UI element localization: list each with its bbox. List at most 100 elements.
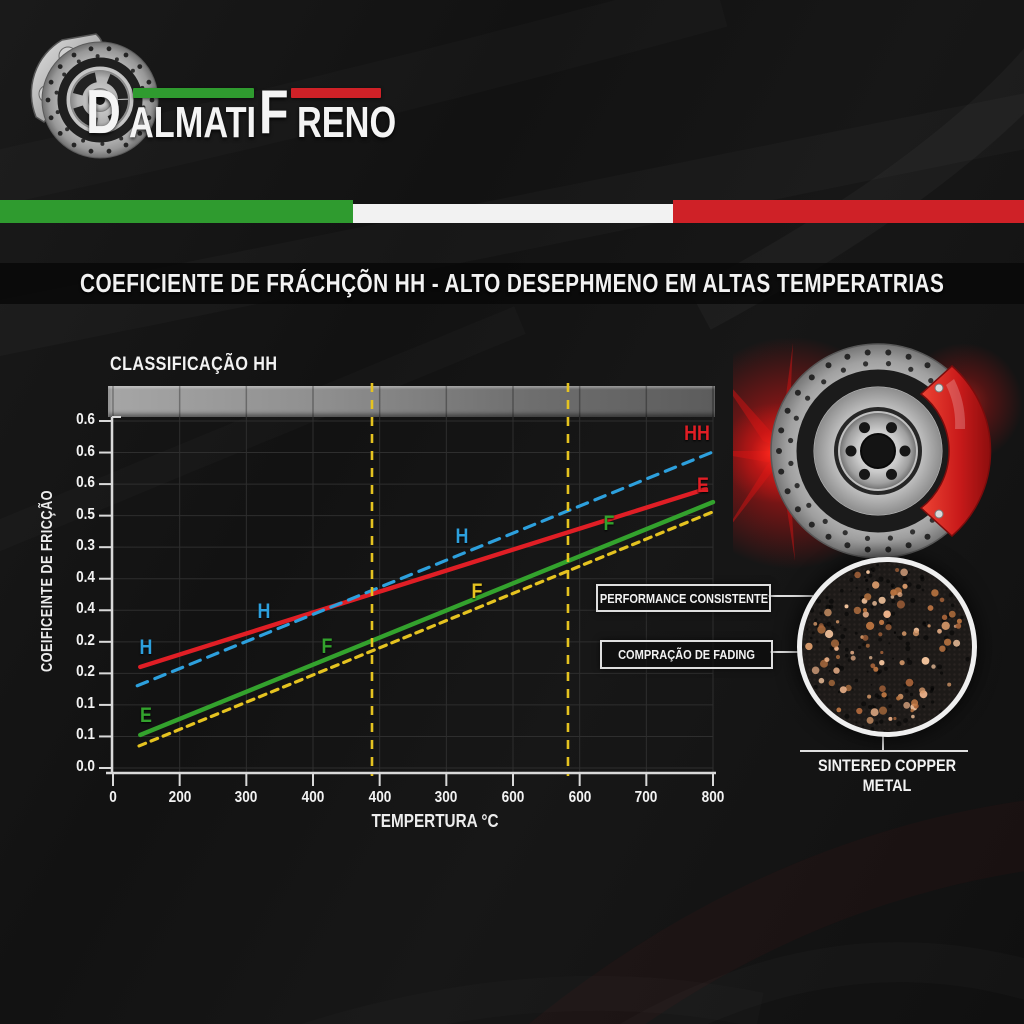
copper-particle [941, 621, 950, 630]
copper-particle [912, 630, 920, 637]
flag-stripe-white [353, 204, 673, 223]
copper-particle [901, 631, 907, 636]
copper-particle [919, 687, 926, 694]
dark-speckle [907, 571, 911, 574]
dark-speckle [819, 611, 823, 616]
copper-particle [927, 624, 931, 628]
dark-speckle [909, 692, 914, 697]
copper-particle [878, 596, 886, 604]
drilled-hole [928, 378, 934, 384]
copper-particle [921, 657, 930, 665]
copper-particle [931, 589, 939, 597]
copper-particle [885, 624, 892, 631]
drilled-hole [123, 142, 129, 148]
copper-particle [833, 667, 840, 674]
drilled-hole [119, 136, 124, 141]
copper-particle [836, 707, 842, 713]
copper-particle [955, 623, 962, 629]
dark-speckle [892, 657, 895, 660]
drilled-hole [859, 468, 870, 480]
drilled-hole [76, 59, 81, 64]
drilled-hole [54, 90, 59, 95]
dark-speckle [886, 579, 890, 584]
copper-particle [911, 714, 915, 719]
drilled-hole [146, 115, 152, 121]
copper-particle [845, 684, 852, 692]
dark-speckle [866, 587, 870, 591]
dark-speckle [870, 727, 875, 732]
drilled-hole [95, 54, 100, 59]
dark-speckle [903, 718, 908, 723]
dark-speckle [888, 642, 891, 645]
dark-speckle [893, 631, 897, 635]
dark-speckle [844, 611, 849, 617]
dark-speckle [948, 592, 954, 598]
dark-speckle [844, 713, 850, 719]
dark-speckle [840, 634, 846, 639]
dark-speckle [923, 635, 929, 641]
drilled-hole [845, 445, 857, 457]
drilled-hole [864, 546, 871, 553]
drilled-hole [887, 535, 893, 541]
drilled-hole [825, 362, 832, 369]
dark-speckle [926, 621, 929, 624]
callout-performance: PERFORMANCE CONSISTENTE [596, 584, 771, 612]
callout-fading-label: COMPRAÇÃO DE FADING [618, 647, 755, 662]
dark-speckle [828, 604, 834, 609]
dark-speckle [880, 603, 883, 606]
x-axis-title: TEMPERTURA °C [371, 811, 499, 831]
copper-particle [830, 639, 840, 648]
drilled-hole [794, 483, 800, 489]
copper-particle [893, 716, 897, 721]
dark-speckle [936, 664, 943, 670]
chart-title: CLASSIFICAÇÃO HH [110, 354, 278, 375]
drilled-hole [899, 445, 911, 457]
copper-particle [900, 568, 908, 577]
dark-speckle [826, 621, 832, 627]
copper-particle [865, 643, 870, 648]
dark-speckle [883, 729, 886, 732]
dark-speckle [905, 641, 910, 646]
dark-speckle [949, 630, 955, 636]
title-banner: COEFICIENTE DE FRÁCHÇÕN HH - ALTO DESEPH… [0, 263, 1024, 304]
dark-speckle [891, 611, 896, 616]
copper-particle [850, 650, 855, 655]
dark-speckle [888, 704, 892, 708]
dark-speckle [904, 688, 909, 693]
dark-speckle [917, 636, 920, 639]
callout-fading: COMPRAÇÃO DE FADING [600, 640, 773, 669]
dark-speckle [871, 704, 875, 708]
copper-particle [818, 623, 824, 629]
dark-speckle [876, 670, 881, 675]
dark-speckle [907, 659, 913, 665]
drilled-hole [106, 148, 112, 154]
copper-particle [870, 663, 876, 669]
dark-speckle [924, 624, 927, 628]
drilled-hole [825, 533, 832, 540]
dark-speckle [922, 705, 926, 709]
flag-stripe-green [0, 200, 353, 223]
copper-particle [854, 571, 861, 579]
copper-particle [828, 679, 835, 687]
copper-particle [844, 604, 849, 609]
drilled-hole [114, 57, 119, 62]
drilled-hole [808, 374, 815, 381]
series-line-H [135, 450, 715, 688]
dark-speckle [877, 695, 882, 700]
drilled-hole [141, 105, 146, 110]
drilled-hole [885, 361, 892, 367]
dark-speckle [960, 615, 964, 620]
drilled-hole [784, 488, 791, 495]
drilled-hole [842, 530, 848, 536]
copper-particle [880, 650, 884, 655]
flag-stripe-red [673, 200, 1024, 223]
dark-speckle [854, 678, 859, 683]
drilled-hole [924, 533, 931, 540]
copper-particle [872, 601, 877, 606]
copper-particle [835, 654, 841, 660]
copper-particles [805, 563, 970, 732]
copper-particle [953, 639, 961, 647]
series-line-F [137, 510, 714, 748]
